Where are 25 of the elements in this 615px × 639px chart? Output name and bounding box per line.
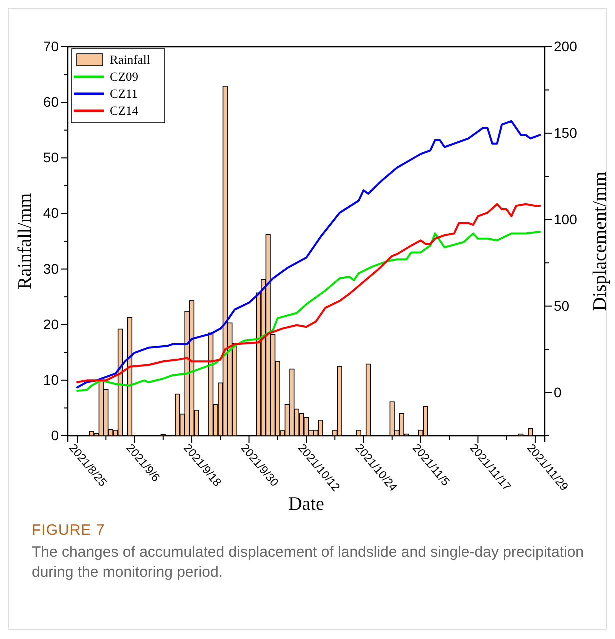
- x-axis-title: Date: [288, 494, 324, 515]
- line-series: [76, 230, 542, 392]
- y2-tick-label: 0: [554, 384, 562, 400]
- y2-tick-label: 150: [554, 124, 578, 141]
- y2-tick-label: 200: [554, 38, 578, 54]
- legend-label: CZ09: [110, 70, 138, 84]
- legend-label: Rainfall: [110, 53, 151, 67]
- y2-axis-title: Displacement/mm: [590, 172, 611, 312]
- text: The changes of accumulated displacement of landslide and single-day precipitation during the monitoring period.: [32, 543, 586, 584]
- line-series: [76, 203, 542, 384]
- line-series: [76, 120, 542, 389]
- caption: FIGURE 7: [32, 522, 106, 539]
- y-tick-label: 50: [43, 150, 60, 166]
- y-axis-title: Rainfall/mm: [15, 193, 36, 290]
- y2-tick-label: 50: [554, 298, 570, 314]
- legend-label: CZ11: [110, 87, 138, 101]
- y-tick-label: 20: [43, 316, 60, 332]
- y-tick-label: 60: [43, 94, 60, 110]
- y-tick-label: 70: [43, 38, 60, 54]
- y-tick-label: 0: [51, 427, 60, 444]
- legend-label: CZ14: [110, 104, 140, 118]
- y-tick-label: 10: [43, 372, 60, 388]
- y-tick-label: 30: [43, 260, 60, 277]
- y2-tick-label: 100: [554, 211, 578, 228]
- y-tick-label: 40: [43, 205, 60, 222]
